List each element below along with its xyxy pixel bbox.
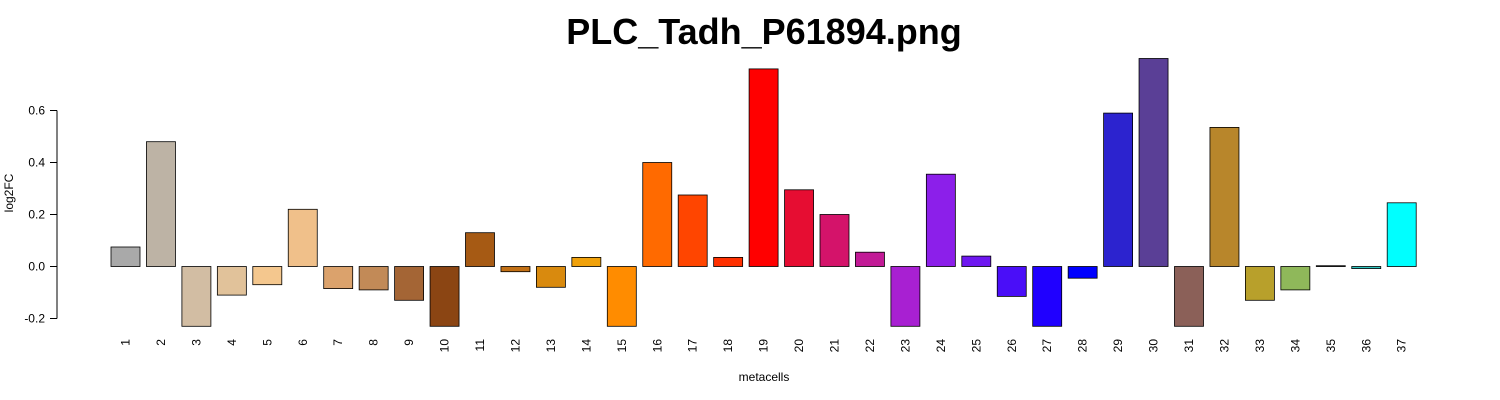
- y-axis-label: log2FC: [2, 173, 16, 212]
- bar-27: [1032, 266, 1063, 327]
- x-tick-label: 25: [969, 339, 983, 353]
- bars-group: [110, 58, 1417, 327]
- bar-11: [465, 232, 495, 267]
- bar-5: [252, 266, 283, 286]
- bar-32: [1209, 127, 1240, 267]
- x-tick-label: 14: [579, 339, 593, 353]
- x-tick-label: 8: [367, 339, 381, 346]
- x-axis-tick-labels: 1 2 3 4 5 6 7 8 9 10 11 12 13 14 15 16 17 18 19 20 21 22 23 24 2…: [119, 339, 1409, 353]
- bar-18: [713, 256, 744, 267]
- x-tick-label: 3: [189, 339, 203, 346]
- bar-10: [429, 266, 460, 327]
- x-tick-label: 15: [615, 339, 629, 353]
- x-tick-label: 31: [1182, 339, 1196, 353]
- bar-15: [606, 266, 637, 327]
- bar-22: [855, 251, 885, 267]
- y-tick-label: 0.0: [28, 260, 45, 274]
- x-tick-label: 20: [792, 339, 806, 353]
- bar-17: [677, 194, 708, 267]
- x-tick-label: 7: [331, 339, 345, 346]
- x-tick-label: 33: [1253, 339, 1267, 353]
- bar-7: [323, 266, 354, 290]
- bar-36: [1351, 266, 1382, 269]
- x-tick-label: 32: [1217, 339, 1231, 353]
- bar-24: [925, 173, 956, 267]
- bar-13: [536, 266, 566, 288]
- bar-2: [146, 141, 176, 267]
- x-tick-label: 29: [1111, 339, 1125, 353]
- x-tick-label: 5: [260, 339, 274, 346]
- bar-20: [784, 189, 814, 267]
- x-tick-label: 12: [508, 339, 522, 353]
- x-tick-label: 11: [473, 339, 487, 352]
- y-tick-label: 0.6: [28, 104, 45, 118]
- bar-33: [1245, 266, 1275, 301]
- x-tick-label: 16: [650, 339, 664, 353]
- x-tick-label: 35: [1324, 339, 1338, 353]
- x-tick-label: 30: [1147, 339, 1161, 353]
- bar-25: [961, 255, 992, 267]
- x-tick-label: 13: [544, 339, 558, 353]
- y-tick-label: 0.4: [28, 156, 45, 170]
- bar-30: [1138, 58, 1169, 267]
- x-tick-label: 18: [721, 339, 735, 353]
- bar-29: [1103, 112, 1133, 267]
- x-axis-label: metacells: [739, 370, 790, 384]
- bar-14: [571, 256, 602, 267]
- bar-34: [1280, 266, 1311, 291]
- bar-23: [890, 266, 921, 327]
- x-tick-label: 36: [1359, 339, 1373, 353]
- y-tick-label: -0.2: [24, 312, 45, 326]
- x-tick-label: 17: [686, 339, 700, 353]
- x-tick-label: 24: [934, 339, 948, 353]
- x-tick-label: 27: [1040, 339, 1054, 353]
- bar-12: [500, 266, 531, 273]
- x-tick-label: 34: [1288, 339, 1302, 353]
- bar-19: [748, 68, 779, 267]
- x-tick-label: 9: [402, 339, 416, 346]
- bar-31: [1174, 266, 1204, 327]
- x-tick-label: 23: [898, 339, 912, 353]
- bar-1: [110, 246, 141, 267]
- x-tick-label: 19: [757, 339, 771, 353]
- chart-title: PLC_Tadh_P61894.png: [566, 11, 961, 52]
- bar-37: [1386, 202, 1417, 267]
- x-tick-label: 21: [828, 339, 842, 353]
- bar-28: [1067, 266, 1098, 279]
- bar-8: [358, 266, 389, 291]
- bar-4: [216, 266, 247, 296]
- x-tick-label: 10: [438, 339, 452, 353]
- x-tick-label: 37: [1395, 339, 1409, 353]
- bar-21: [819, 214, 850, 267]
- bar-9: [394, 266, 425, 301]
- x-tick-label: 1: [119, 339, 133, 346]
- x-tick-label: 2: [154, 339, 168, 346]
- x-tick-label: 26: [1005, 339, 1019, 353]
- y-axis: -0.2 0.0 0.2 0.4 0.6: [24, 104, 58, 326]
- x-tick-label: 4: [225, 339, 239, 346]
- bar-3: [181, 266, 212, 327]
- bar-16: [642, 162, 673, 267]
- bar-6: [287, 208, 318, 267]
- x-tick-label: 28: [1076, 339, 1090, 353]
- x-tick-label: 6: [296, 339, 310, 346]
- bar-26: [996, 266, 1027, 297]
- bar-35: [1315, 265, 1346, 267]
- x-tick-label: 22: [863, 339, 877, 353]
- y-tick-label: 0.2: [28, 208, 45, 222]
